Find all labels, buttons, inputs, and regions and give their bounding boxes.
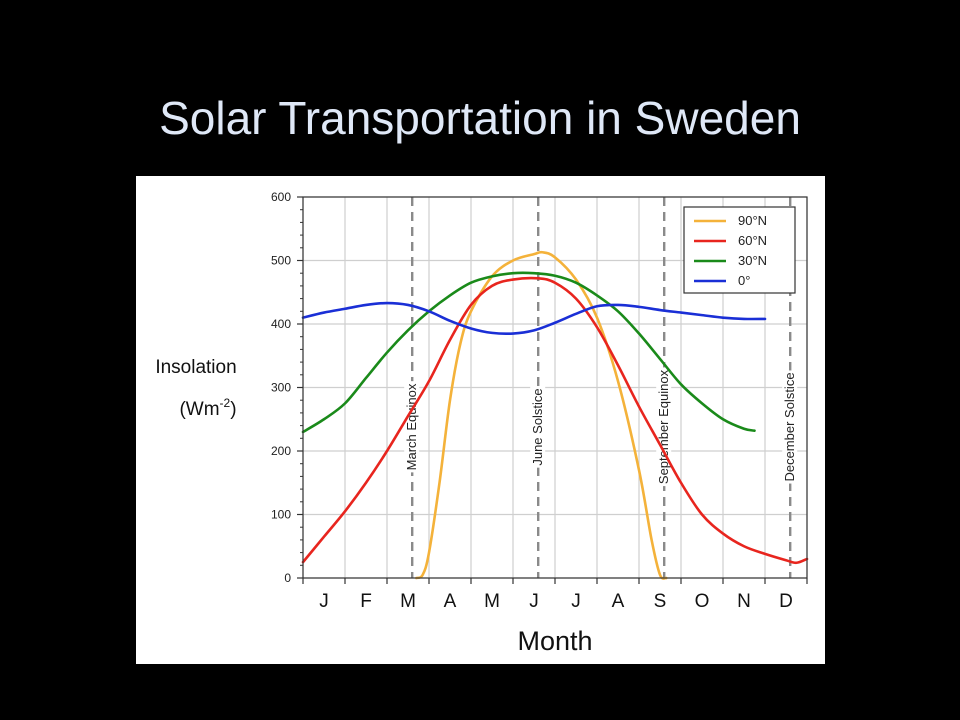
legend-label: 60°N	[738, 233, 767, 248]
series-line	[301, 301, 767, 336]
y-tick-label: 400	[271, 317, 291, 331]
y-axis-unit-close: )	[230, 399, 236, 420]
y-tick-label: 500	[271, 254, 291, 268]
y-tick-label: 200	[271, 444, 291, 458]
x-tick-label: J	[571, 591, 581, 612]
x-tick-label: D	[779, 591, 793, 612]
x-tick-label: O	[695, 591, 710, 612]
legend-label: 90°N	[738, 213, 767, 228]
legend-label: 30°N	[738, 253, 767, 268]
x-tick-label: N	[737, 591, 751, 612]
x-tick-label: J	[529, 591, 539, 612]
marker-label: June Solstice	[530, 388, 545, 465]
x-tick-label: F	[360, 591, 372, 612]
series-layer	[301, 250, 809, 580]
slide-title: Solar Transportation in Sweden	[159, 92, 801, 144]
x-tick-label: A	[444, 591, 457, 612]
legend: 90°N 60°N 30°N 0°	[683, 206, 796, 294]
series-line	[301, 271, 756, 434]
marker-label: December Solstice	[782, 372, 797, 481]
y-axis-unit-base: (Wm	[179, 399, 219, 420]
y-tick-label: 600	[271, 190, 291, 204]
legend-label: 0°	[738, 273, 750, 288]
x-axis-title: Month	[517, 626, 592, 656]
chart-panel: March Equinox June Solstice September Equi…	[136, 176, 825, 664]
marker-label: September Equinox	[656, 369, 671, 484]
y-axis-title: Insolation	[155, 357, 236, 378]
x-tick-label: M	[400, 591, 416, 612]
series-line	[301, 276, 809, 565]
insolation-chart: March Equinox June Solstice September Equi…	[155, 190, 809, 656]
marker-label-background	[782, 370, 798, 484]
y-axis-unit: (Wm-2)	[179, 396, 236, 420]
x-tick-label: J	[319, 591, 329, 612]
x-tick-label: S	[654, 591, 667, 612]
y-tick-label: 300	[271, 381, 291, 395]
x-tick-label: M	[484, 591, 500, 612]
x-tick-label: A	[612, 591, 625, 612]
marker-label-background	[530, 386, 546, 468]
axis-layer: 0 100 200 300 400 500 600 J F M A M J J A S O N D	[271, 190, 808, 612]
y-tick-label: 100	[271, 508, 291, 522]
y-axis-unit-exponent: -2	[220, 396, 231, 410]
series-line	[415, 250, 668, 580]
y-tick-label: 0	[284, 571, 291, 585]
marker-label: March Equinox	[404, 383, 419, 470]
